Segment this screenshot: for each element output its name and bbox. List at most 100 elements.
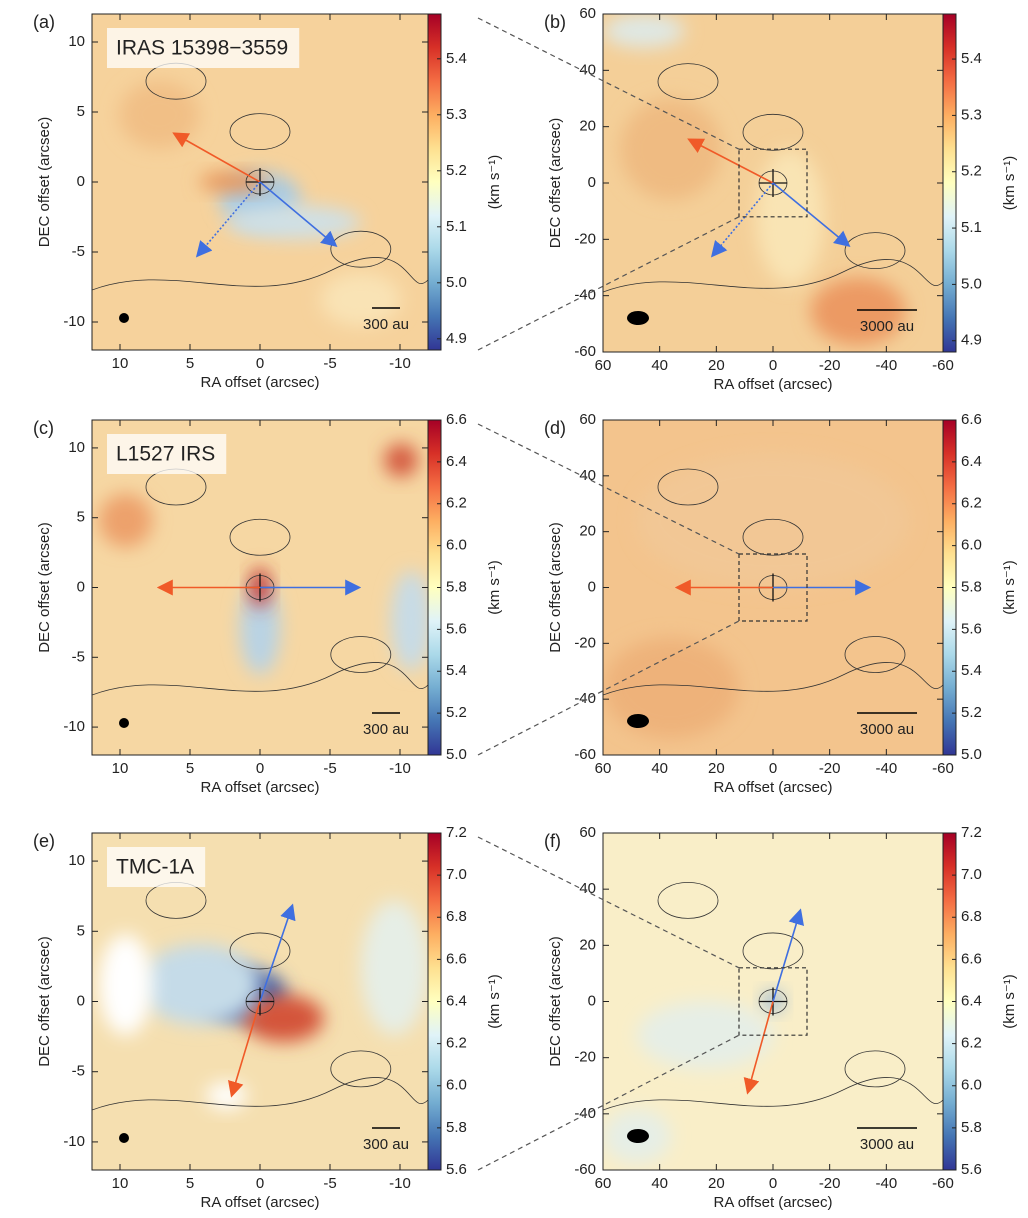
y-tick-label: 0 — [77, 173, 85, 190]
x-tick-label: -5 — [323, 1175, 336, 1192]
x-tick-label: -20 — [819, 357, 841, 374]
zoom-box — [738, 148, 808, 218]
colorbar-tick-label: 5.8 — [446, 578, 467, 595]
x-tick-label: -20 — [819, 760, 841, 777]
y-tick-label: 0 — [588, 174, 596, 191]
colorbar — [942, 13, 957, 353]
x-tick-label: -10 — [389, 760, 411, 777]
x-tick-label: -40 — [875, 357, 897, 374]
colorbar-tick-label: 5.8 — [961, 578, 982, 595]
panel-label: (d) — [544, 418, 566, 438]
map-feature — [139, 944, 260, 1026]
x-tick-label: -10 — [389, 355, 411, 372]
x-tick-label: 10 — [112, 355, 129, 372]
y-tick-label: -10 — [63, 718, 85, 735]
x-axis-label: RA offset (arcsec) — [201, 779, 320, 796]
x-tick-label: 60 — [595, 1175, 612, 1192]
y-tick-label: 40 — [579, 467, 596, 484]
colorbar-tick-label: 6.0 — [961, 537, 982, 554]
source-label: TMC-1A — [116, 856, 194, 879]
y-tick-label: 0 — [77, 992, 85, 1009]
colorbar-tick-label: 5.0 — [446, 274, 467, 291]
map-feature — [603, 14, 685, 48]
scale-bar-label: 3000 au — [860, 318, 914, 335]
y-tick-label: 0 — [77, 578, 85, 595]
panel-label: (a) — [33, 12, 55, 32]
scale-bar-label: 300 au — [363, 1136, 409, 1153]
y-axis-label: DEC offset (arcsec) — [36, 936, 53, 1067]
x-axis-label: RA offset (arcsec) — [201, 374, 320, 391]
colorbar-label: (km s⁻¹) — [486, 155, 503, 210]
x-tick-label: 20 — [708, 1175, 725, 1192]
y-axis-label: DEC offset (arcsec) — [547, 936, 564, 1067]
colorbar-tick-label: 5.6 — [961, 1161, 982, 1178]
colorbar-tick-label: 5.0 — [446, 746, 467, 763]
y-axis-label: DEC offset (arcsec) — [36, 522, 53, 653]
colorbar-tick-label: 4.9 — [446, 330, 467, 347]
x-axis-label: RA offset (arcsec) — [714, 376, 833, 393]
y-tick-label: 5 — [77, 509, 85, 526]
contour — [844, 232, 906, 270]
source-label-box — [107, 847, 206, 887]
source-label-box — [107, 28, 300, 68]
colorbar-tick-label: 6.0 — [446, 537, 467, 554]
colorbar-tick-label: 7.2 — [961, 824, 982, 841]
colorbar-tick-label: 6.8 — [961, 908, 982, 925]
colorbar-tick-label: 5.0 — [961, 746, 982, 763]
y-tick-label: -5 — [72, 1063, 85, 1080]
colorbar-tick-label: 5.2 — [446, 704, 467, 721]
outflow-arrow — [228, 1001, 261, 1098]
contour — [844, 636, 906, 673]
contour — [330, 1050, 392, 1088]
velocity-map — [92, 833, 428, 1170]
y-tick-label: -20 — [574, 1049, 596, 1066]
y-tick-label: 0 — [588, 992, 596, 1009]
colorbar-tick-label: 6.6 — [961, 411, 982, 428]
y-tick-label: 60 — [579, 824, 596, 841]
x-tick-label: -5 — [323, 760, 336, 777]
outflow-arrow — [772, 182, 851, 248]
colorbar-tick-label: 5.2 — [446, 162, 467, 179]
y-tick-label: -60 — [574, 746, 596, 763]
colorbar-tick-label: 5.0 — [961, 275, 982, 292]
map-feature — [243, 994, 324, 1042]
beam — [627, 1129, 649, 1143]
contour — [742, 932, 804, 970]
x-tick-label: 0 — [256, 355, 264, 372]
x-tick-label: 5 — [186, 355, 194, 372]
colorbar-label: (km s⁻¹) — [1001, 156, 1018, 211]
colorbar-tick-label: 4.9 — [961, 332, 982, 349]
x-tick-label: -5 — [323, 355, 336, 372]
colorbar-tick-label: 6.2 — [961, 495, 982, 512]
colorbar-tick-label: 5.2 — [961, 163, 982, 180]
y-tick-label: 5 — [77, 922, 85, 939]
x-tick-label: 10 — [112, 760, 129, 777]
y-tick-label: -40 — [574, 1105, 596, 1122]
y-tick-label: 20 — [579, 523, 596, 540]
x-tick-label: -60 — [932, 760, 954, 777]
contour — [92, 1077, 428, 1111]
contour — [742, 113, 804, 151]
velocity-map — [92, 14, 428, 350]
outflow-arrow — [772, 908, 804, 1002]
colorbar-tick-label: 6.0 — [446, 1077, 467, 1094]
colorbar-tick-label: 6.4 — [446, 453, 467, 470]
zoom-line — [477, 216, 740, 351]
y-tick-label: -5 — [72, 648, 85, 665]
contour — [330, 636, 392, 673]
zoom-line — [477, 620, 740, 756]
colorbar-tick-label: 7.2 — [446, 824, 467, 841]
map-feature — [384, 443, 418, 477]
panel-label: (f) — [544, 831, 561, 851]
x-tick-label: 0 — [769, 1175, 777, 1192]
map-feature — [603, 637, 739, 739]
y-tick-label: 10 — [68, 439, 85, 456]
colorbar-tick-label: 6.4 — [446, 992, 467, 1009]
panel-label: (e) — [33, 831, 55, 851]
x-tick-label: 10 — [112, 1175, 129, 1192]
colorbar-tick-label: 6.2 — [446, 1035, 467, 1052]
velocity-map — [92, 420, 428, 755]
scale-bar-label: 3000 au — [860, 1136, 914, 1153]
outflow-arrow — [172, 132, 261, 183]
